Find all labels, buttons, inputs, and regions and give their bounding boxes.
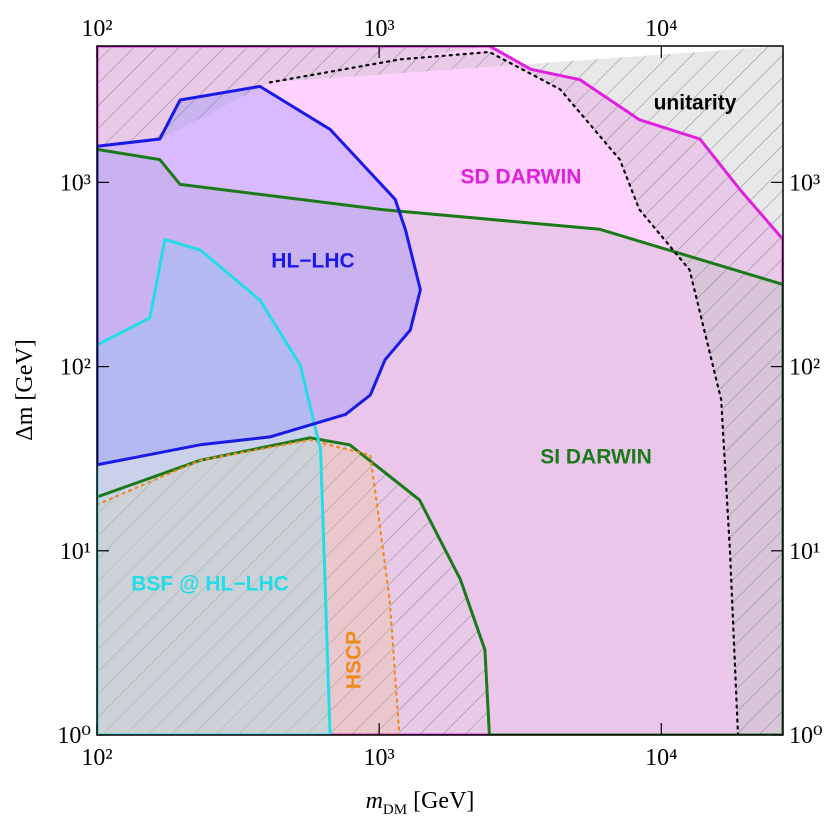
plot-area <box>97 46 783 735</box>
plot-frame <box>96 45 784 736</box>
region-boundary <box>97 237 332 735</box>
region-fill <box>97 239 331 735</box>
x-label-symbol: m <box>366 788 383 814</box>
y-tick-label-right: 10² <box>789 355 820 381</box>
x-label-unit: [GeV] <box>413 788 474 814</box>
y-tick-label: 10³ <box>60 170 91 196</box>
y-axis-label: Δm [GeV] <box>12 339 38 440</box>
x-tick-label: 10² <box>81 745 112 771</box>
region-label: SD DARWIN <box>461 166 582 189</box>
region-label: HSCP <box>343 631 366 689</box>
x-tick-label-top: 10³ <box>364 16 395 42</box>
x-axis-label: mDM [GeV] <box>366 788 475 818</box>
x-label-subscript: DM <box>383 802 407 818</box>
region-label: unitarity <box>654 92 737 115</box>
region-fill <box>97 149 783 735</box>
x-tick-label-top: 10² <box>81 16 112 42</box>
region-label: BSF @ HL−LHC <box>131 573 289 596</box>
region-boundary <box>97 46 783 735</box>
region-label: SI DARWIN <box>540 446 652 469</box>
region-label: HL−LHC <box>271 250 354 273</box>
region-boundary <box>97 438 401 735</box>
y-tick-label-right: 10³ <box>789 170 820 196</box>
hatched-region <box>97 46 490 147</box>
y-tick-label: 10² <box>60 355 91 381</box>
y-tick-label: 10¹ <box>60 539 91 565</box>
hatched-region <box>269 46 783 735</box>
y-tick-label-right: 10⁰ <box>789 723 823 749</box>
x-tick-label: 10³ <box>364 745 395 771</box>
region-boundary <box>97 84 422 467</box>
x-tick-label: 10⁴ <box>645 745 677 771</box>
y-tick-label: 10⁰ <box>57 723 91 749</box>
x-tick-label-top: 10⁴ <box>645 16 677 42</box>
region-boundary <box>268 50 740 735</box>
y-tick-label-right: 10¹ <box>789 539 820 565</box>
hatched-region <box>97 437 490 735</box>
